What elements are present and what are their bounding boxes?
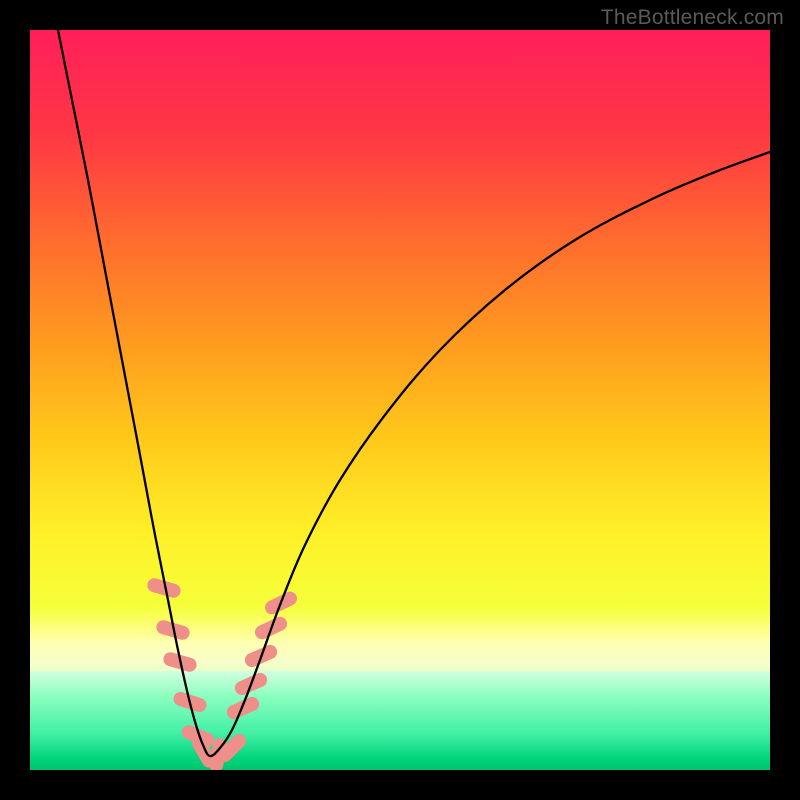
watermark-text: TheBottleneck.com	[601, 6, 784, 30]
bottleneck-curve-plot	[0, 0, 800, 800]
highlight-band	[30, 641, 770, 671]
chart-frame: TheBottleneck.com	[0, 0, 800, 800]
